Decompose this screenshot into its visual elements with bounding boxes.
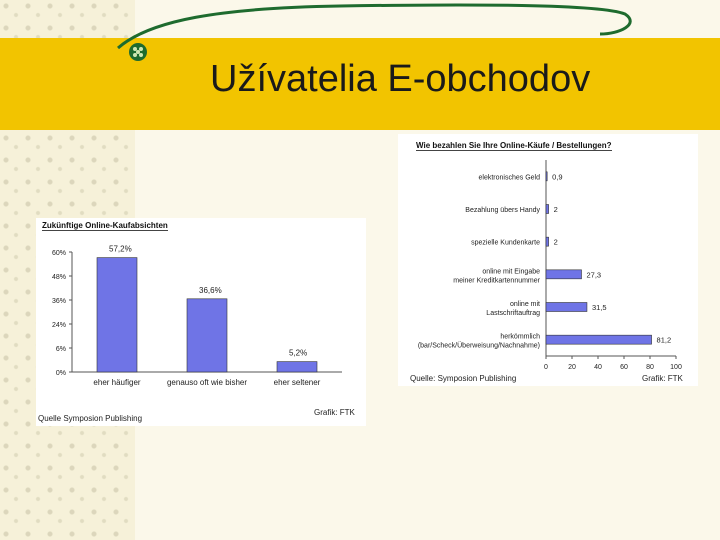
data-label: 31,5 xyxy=(592,303,607,312)
title-band xyxy=(0,38,720,130)
category-label: online mit Eingabe meiner Kreditkartennum… xyxy=(453,268,540,284)
category-label: online mit Lastschriftauftrag xyxy=(486,301,540,317)
y-tick-label: 24% xyxy=(52,322,66,329)
chart-title: Wie bezahlen Sie Ihre Online-Käufe / Bes… xyxy=(416,141,612,151)
x-tick-label: 60 xyxy=(620,364,628,371)
category-label: eher häufiger xyxy=(93,378,140,387)
chart-title: Zukünftige Online-Kaufabsichten xyxy=(42,221,168,231)
chart-source: Quelle: Symposion Publishing xyxy=(410,374,517,383)
x-tick-label: 20 xyxy=(568,364,576,371)
chart-credit: Grafik: FTK xyxy=(642,374,683,383)
bar xyxy=(96,257,138,373)
bar xyxy=(276,361,318,373)
bar xyxy=(545,302,588,312)
data-label: 27,3 xyxy=(586,270,601,279)
bar xyxy=(545,269,582,280)
category-label: Bezahlung übers Handy xyxy=(465,207,540,214)
category-label: eher seltener xyxy=(274,378,321,387)
data-label: 57,2% xyxy=(109,245,132,254)
green-swoosh xyxy=(117,3,632,50)
bar xyxy=(545,204,549,214)
x-tick-label: 80 xyxy=(646,364,654,371)
data-label: 2 xyxy=(554,205,558,214)
horizontal-bar-chart: 0 20 40 60 80 100 0,9 elektronisches Geld 2 Bezah… xyxy=(418,160,682,371)
data-label: 81,2 xyxy=(657,336,672,345)
x-tick-label: 40 xyxy=(594,364,602,371)
y-tick-label: 36% xyxy=(52,298,66,305)
slide-title: Užívatelia E-obchodov xyxy=(210,58,591,100)
category-label: herkömmlich (bar/Scheck/Überweisung/Nachn… xyxy=(418,334,540,350)
data-label: 2 xyxy=(554,238,558,247)
data-label: 0,9 xyxy=(552,172,562,181)
category-label: elektronisches Geld xyxy=(479,174,541,181)
data-label: 36,6% xyxy=(199,286,222,295)
chart-source: Quelle Symposion Publishing xyxy=(38,414,143,423)
vertical-bar-chart: 0% 6% 24% 36% 48% 60% 57,2% eher häufiger 36,6% g… xyxy=(52,245,342,387)
right-chart-panel: Wie bezahlen Sie Ihre Online-Käufe / Bes… xyxy=(398,134,698,386)
bullet-icon xyxy=(129,43,147,61)
y-tick-label: 48% xyxy=(52,274,66,281)
category-label: spezielle Kundenkarte xyxy=(471,240,540,247)
chart-credit: Grafik: FTK xyxy=(314,408,355,417)
x-tick-label: 100 xyxy=(670,364,682,371)
bar xyxy=(545,334,652,345)
category-label: genauso oft wie bisher xyxy=(167,378,247,387)
y-tick-label: 6% xyxy=(56,346,66,353)
data-label: 5,2% xyxy=(289,349,307,358)
bar xyxy=(186,298,228,373)
x-tick-label: 0 xyxy=(544,364,548,371)
y-tick-label: 0% xyxy=(56,370,66,377)
bar xyxy=(545,236,549,247)
left-chart-panel: Zukünftige Online-Kaufabsichten 0% 6% 24% 3… xyxy=(36,218,366,426)
y-tick-label: 60% xyxy=(52,250,66,257)
bar xyxy=(545,171,548,182)
